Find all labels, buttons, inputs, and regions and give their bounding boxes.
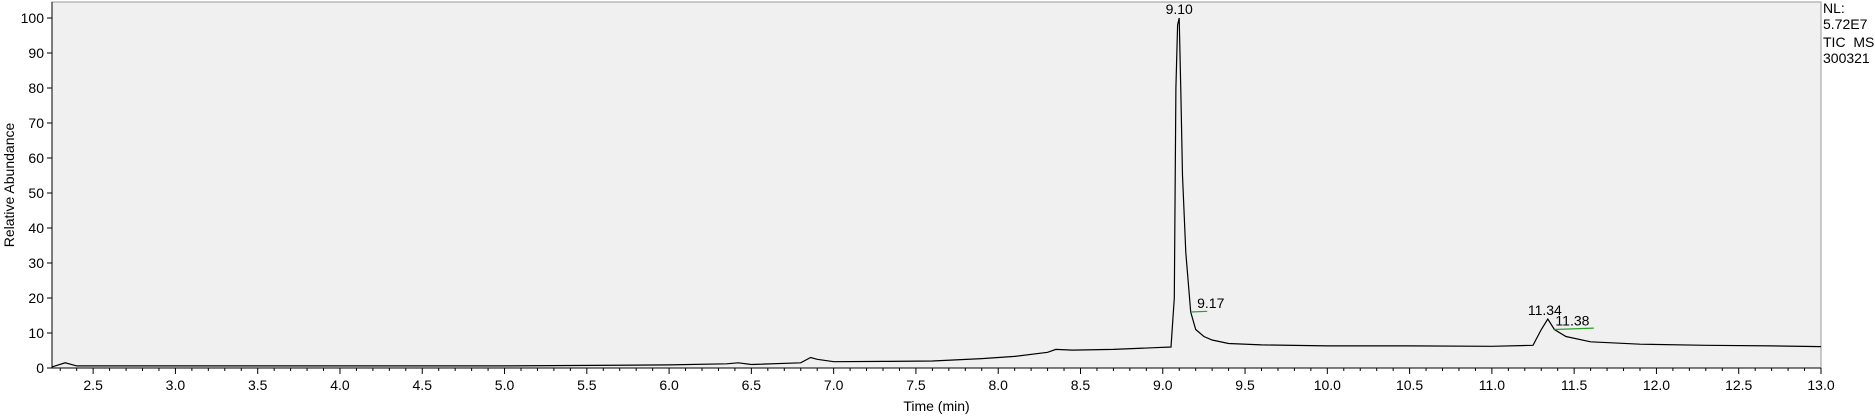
y-tick-label: 40 <box>28 220 44 236</box>
peak-label: 9.17 <box>1197 295 1224 311</box>
y-tick-label: 20 <box>28 290 44 306</box>
x-tick-label: 5.0 <box>495 377 515 393</box>
y-axis-ticks: 0 10 20 30 40 50 60 70 80 90 100 <box>21 10 52 376</box>
y-tick-label: 100 <box>21 10 45 26</box>
sample-name: 300321 <box>1823 50 1870 66</box>
baseline-mark <box>1190 310 1208 313</box>
x-tick-label: 8.0 <box>988 377 1008 393</box>
y-tick-label: 30 <box>28 255 44 271</box>
tic-trace-line <box>51 17 1822 368</box>
x-tick-label: 7.5 <box>906 377 926 393</box>
y-tick-label: 70 <box>28 115 44 131</box>
x-tick-label: 12.5 <box>1725 377 1752 393</box>
x-tick-label: 10.0 <box>1314 377 1341 393</box>
x-tick-label: 6.5 <box>742 377 762 393</box>
x-axis-title: Time (min) <box>903 398 969 414</box>
x-tick-label: 7.0 <box>824 377 844 393</box>
x-tick-label: 12.0 <box>1643 377 1670 393</box>
x-tick-label: 3.0 <box>166 377 186 393</box>
y-tick-label: 0 <box>36 360 44 376</box>
y-tick-label: 10 <box>28 325 44 341</box>
x-tick-label: 11.5 <box>1561 377 1587 393</box>
x-tick-label: 13.0 <box>1807 377 1834 393</box>
x-tick-label: 10.5 <box>1396 377 1423 393</box>
peak-label: 9.10 <box>1166 1 1193 17</box>
x-tick-label: 4.5 <box>413 377 433 393</box>
x-tick-label: 5.5 <box>577 377 597 393</box>
peak-label: 11.34 <box>1528 302 1562 318</box>
baseline-mark <box>1554 327 1594 331</box>
y-tick-label: 90 <box>28 45 44 61</box>
y-tick-label: 50 <box>28 185 44 201</box>
y-tick-label: 80 <box>28 80 44 96</box>
baseline-marks <box>1190 310 1594 331</box>
plot-area <box>51 1 1822 369</box>
y-tick-label: 60 <box>28 150 44 166</box>
x-tick-label: 2.5 <box>83 377 103 393</box>
scan-filter: TIC MS <box>1823 34 1875 50</box>
x-tick-label: 11.0 <box>1479 377 1505 393</box>
x-tick-label: 3.5 <box>248 377 268 393</box>
x-tick-label: 9.5 <box>1235 377 1255 393</box>
x-tick-label: 4.0 <box>330 377 350 393</box>
x-tick-label: 6.0 <box>659 377 679 393</box>
peak-label: 11.38 <box>1555 313 1589 329</box>
nl-value: 5.72E7 <box>1823 16 1868 32</box>
x-axis-ticks: 2.5 3.0 3.5 4.0 4.5 5.0 5.5 6.0 6.5 7.0 7.5 8.0 8.5 9… <box>59 368 1835 393</box>
nl-label: NL: <box>1823 0 1845 16</box>
x-tick-label: 8.5 <box>1071 377 1091 393</box>
x-tick-label: 9.0 <box>1153 377 1173 393</box>
y-axis-title: Relative Abundance <box>1 123 17 248</box>
